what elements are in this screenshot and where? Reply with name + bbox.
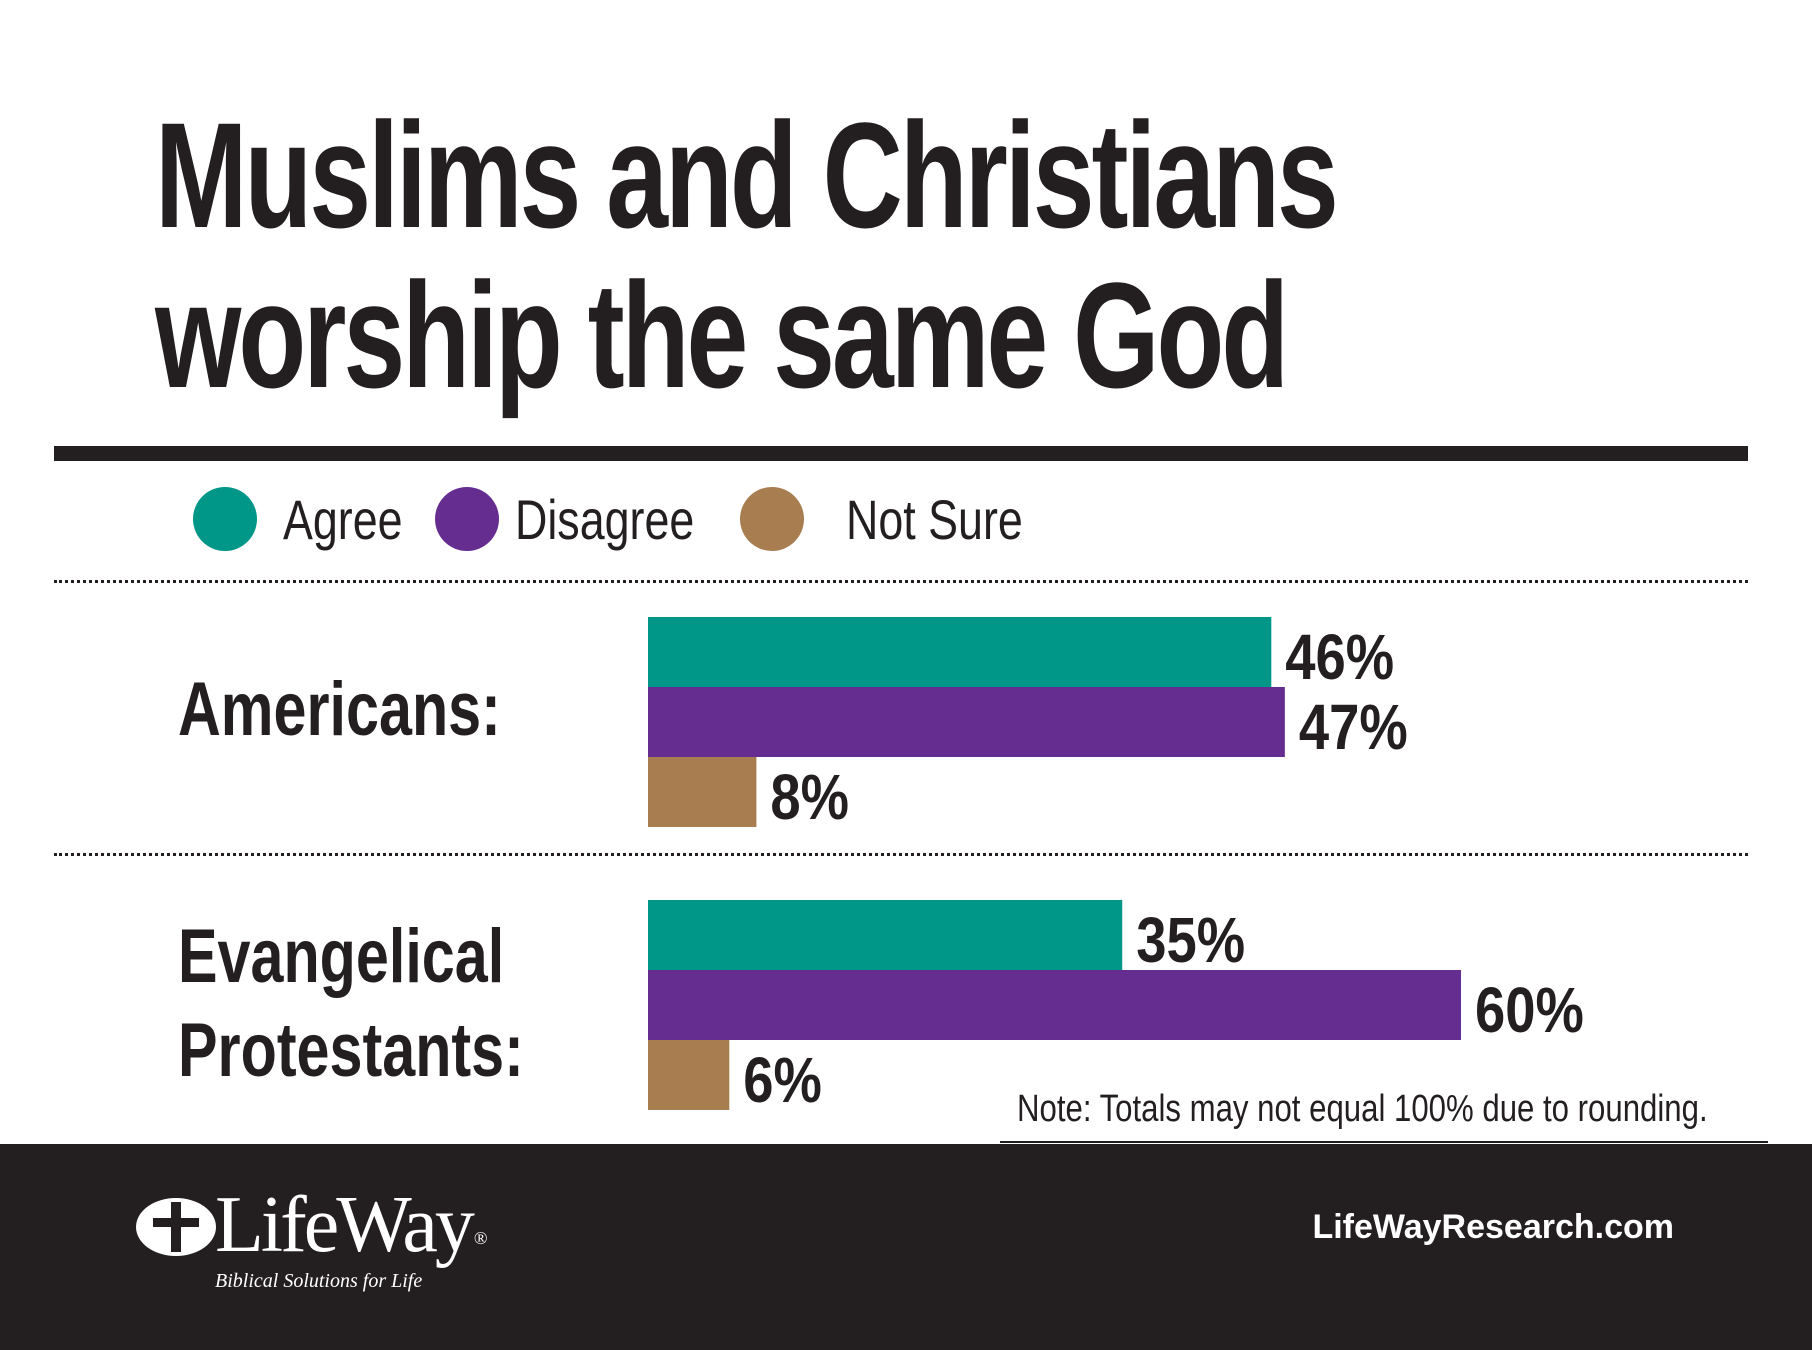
bar-group-1-disagree: [648, 970, 1461, 1040]
lifeway-logo: LifeWay ® Biblical Solutions for Life: [135, 1181, 487, 1292]
chart-title: Muslims and Christians worship the same …: [155, 95, 1339, 415]
legend-item-agree: Agree: [193, 487, 432, 551]
legend-label-disagree: Disagree: [515, 487, 695, 551]
bar-group-0-not-sure: [648, 757, 757, 827]
legend-swatch-agree: [193, 487, 257, 551]
data-label-group-1-disagree: 60%: [1475, 974, 1584, 1046]
bar-group-0-disagree: [648, 687, 1285, 757]
dotted-divider-1: [54, 580, 1748, 583]
bar-group-1-agree: [648, 900, 1123, 970]
data-label-group-0-disagree: 47%: [1299, 691, 1408, 763]
legend-label-not-sure: Not Sure: [846, 487, 1023, 551]
data-label-group-0-not-sure: 8%: [770, 761, 849, 833]
chart-title-line-2: worship the same God: [155, 251, 1289, 419]
group-label-evangelical-line-1: Evangelical: [178, 914, 505, 999]
title-divider: [54, 446, 1748, 461]
chart-title-line-1: Muslims and Christians: [155, 91, 1339, 259]
group-label-evangelical-line-2: Protestants:: [178, 1008, 524, 1093]
dotted-divider-2: [54, 853, 1748, 856]
legend-swatch-not-sure: [740, 487, 804, 551]
legend-item-disagree: Disagree: [435, 487, 739, 551]
group-label-americans-line-1: Americans:: [178, 667, 501, 752]
footer-bar: [0, 1144, 1812, 1350]
legend-label-agree: Agree: [283, 487, 403, 551]
data-label-group-0-agree: 46%: [1285, 621, 1394, 693]
bar-group-0-agree: [648, 617, 1272, 687]
lifeway-cross-icon: [136, 1198, 216, 1256]
logo-wordmark: LifeWay ®: [215, 1181, 487, 1269]
logo-tagline: Biblical Solutions for Life: [215, 1270, 423, 1292]
legend-swatch-disagree: [435, 487, 499, 551]
data-label-group-1-not-sure: 6%: [743, 1044, 822, 1116]
legend-item-not-sure: Not Sure: [740, 487, 1067, 551]
website-link[interactable]: LifeWayResearch.com: [1312, 1208, 1674, 1246]
group-label-evangelical-protestants: Evangelical Protestants:: [178, 910, 524, 1098]
bar-group-1-not-sure: [648, 1040, 730, 1110]
rounding-note: Note: Totals may not equal 100% due to r…: [1017, 1088, 1708, 1130]
data-label-group-1-agree: 35%: [1136, 904, 1245, 976]
note-underline: [1000, 1141, 1768, 1143]
group-label-americans: Americans:: [178, 663, 501, 757]
